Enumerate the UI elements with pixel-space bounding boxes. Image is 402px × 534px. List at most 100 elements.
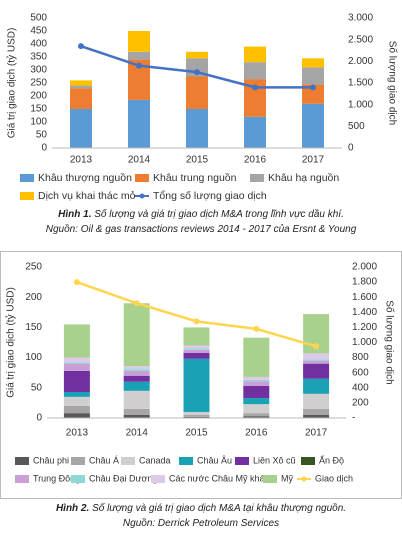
y2-tick-label: 2.500 — [348, 34, 373, 45]
legend-swatch — [235, 457, 249, 465]
bar — [243, 404, 270, 414]
legend-swatch — [250, 174, 264, 182]
y-tick-label: 50 — [36, 130, 48, 141]
bar — [243, 413, 270, 417]
y-tick-label: 0 — [36, 413, 42, 424]
y-axis-title: Giá trị giao dịch (tỷ USD) — [5, 287, 17, 398]
x-tick-label: 2015 — [185, 428, 208, 439]
legend-swatch — [179, 457, 193, 465]
y2-tick-label: 1.200 — [352, 322, 377, 333]
bar — [128, 31, 150, 52]
legend-label: Khâu hạ nguồn — [268, 172, 339, 184]
y2-tick-label: - — [352, 413, 355, 424]
line-marker — [310, 84, 316, 91]
x-tick-label: 2015 — [186, 155, 209, 166]
legend-swatch — [139, 193, 145, 199]
bar — [63, 324, 90, 358]
caption-block: Hình 1. Số lượng và giá trị giao dịch M&… — [0, 207, 402, 237]
y2-tick-label: 2.000 — [352, 262, 377, 273]
y-tick-label: 250 — [25, 262, 42, 273]
bar — [302, 58, 324, 68]
y-tick-label: 200 — [25, 292, 42, 303]
bar — [303, 408, 330, 415]
bar — [303, 378, 330, 394]
x-tick-label: 2016 — [244, 155, 267, 166]
y2-tick-label: 1.000 — [348, 99, 373, 110]
bar — [63, 362, 90, 364]
legend-label: Tổng số lượng giao dịch — [153, 190, 267, 202]
y-axis-title: Giá trị giao dịch (tỷ USD) — [6, 28, 18, 139]
x-tick-label: 2016 — [245, 428, 268, 439]
caption-text: Số lượng và giá trị giao dịch M&A trong … — [94, 209, 344, 220]
legend-swatch — [20, 174, 34, 182]
x-tick-label: 2013 — [66, 428, 89, 439]
bar — [183, 327, 210, 346]
legend-label: Ấn Độ — [319, 455, 344, 465]
legend-label: Các nước Châu Mỹ khác — [169, 473, 269, 483]
y-tick-label: 100 — [25, 352, 42, 363]
bar — [243, 416, 270, 418]
line-marker — [78, 43, 84, 50]
chart: 0 50 100 150 200 250 - 200 400 600 800 1.000 1.200 1.… — [0, 251, 402, 499]
bar — [63, 363, 90, 371]
bar — [183, 352, 210, 359]
bar — [243, 398, 270, 405]
bar — [123, 370, 150, 376]
legend-swatch — [301, 457, 315, 465]
bar — [183, 349, 210, 353]
bar — [128, 59, 150, 100]
y-tick-label: 150 — [25, 322, 42, 333]
y-tick-label: 100 — [30, 117, 47, 128]
line-marker — [73, 279, 80, 286]
legend-label: Liên Xô cũ — [253, 455, 296, 465]
bar — [63, 405, 90, 414]
legend-swatch — [20, 192, 34, 200]
bar — [302, 84, 324, 104]
bar — [70, 109, 92, 148]
y-tick-label: 200 — [30, 91, 47, 102]
legend-label: Khâu trung nguồn — [153, 172, 237, 184]
x-tick-label: 2014 — [128, 155, 151, 166]
legend-swatch — [71, 457, 85, 465]
bar — [303, 360, 330, 364]
legend-swatch — [121, 457, 135, 465]
legend-label: Châu Á — [89, 455, 119, 465]
bar — [123, 414, 150, 418]
bar — [303, 414, 330, 418]
legend-label: Canada — [139, 455, 171, 465]
bar — [186, 76, 208, 109]
line-marker — [253, 325, 260, 332]
y2-tick-label: 3.000 — [348, 13, 373, 24]
y-tick-label: 0 — [41, 143, 47, 154]
x-tick-label: 2017 — [305, 428, 328, 439]
legend-swatch — [15, 457, 29, 465]
bar — [123, 408, 150, 415]
bar — [303, 359, 330, 361]
y2-tick-label: 1.400 — [352, 307, 377, 318]
chart: 0 50 100 150 200 250 300 350 400 450 500 0 500 1.000 1… — [6, 13, 399, 202]
y2-axis-title: Số lượng giao dịch — [383, 300, 395, 384]
y2-axis-title: Số lượng giao dịch — [386, 41, 398, 125]
bar — [244, 46, 266, 63]
bar — [63, 413, 90, 418]
line-marker — [193, 318, 200, 325]
bar — [302, 103, 324, 148]
bar — [243, 376, 270, 380]
bar — [123, 381, 150, 391]
legend-label: Dịch vụ khai thác mỏ — [38, 190, 136, 202]
bar — [70, 85, 92, 89]
legend-label: Trung Đông — [33, 473, 80, 483]
x-tick-label: 2017 — [302, 155, 325, 166]
y2-tick-label: 1.500 — [348, 78, 373, 89]
bar — [183, 358, 210, 412]
bar — [243, 379, 270, 382]
bar — [123, 375, 150, 382]
legend-swatch — [301, 476, 307, 482]
legend-label: Mỹ — [281, 473, 293, 483]
line-marker — [252, 84, 258, 91]
bar — [244, 62, 266, 80]
y2-tick-label: 600 — [352, 367, 369, 378]
y-tick-label: 400 — [30, 39, 47, 50]
bar — [244, 116, 266, 148]
